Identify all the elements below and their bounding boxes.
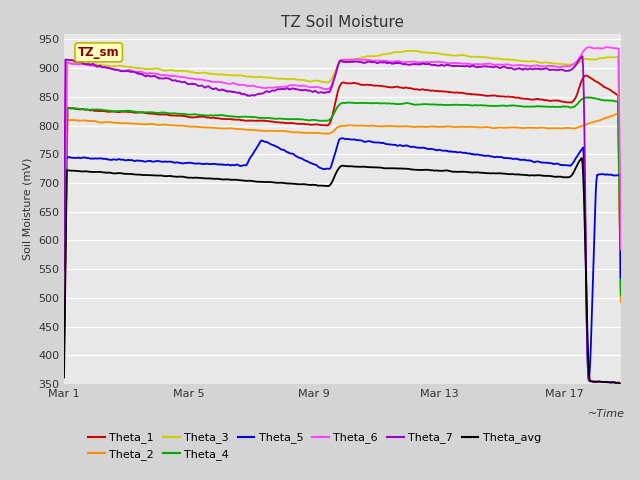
Text: ~Time: ~Time [588, 409, 625, 419]
Legend: Theta_1, Theta_2, Theta_3, Theta_4, Theta_5, Theta_6, Theta_7, Theta_avg: Theta_1, Theta_2, Theta_3, Theta_4, Thet… [84, 428, 545, 464]
Text: TZ_sm: TZ_sm [78, 46, 120, 59]
Y-axis label: Soil Moisture (mV): Soil Moisture (mV) [22, 157, 33, 260]
Title: TZ Soil Moisture: TZ Soil Moisture [281, 15, 404, 30]
